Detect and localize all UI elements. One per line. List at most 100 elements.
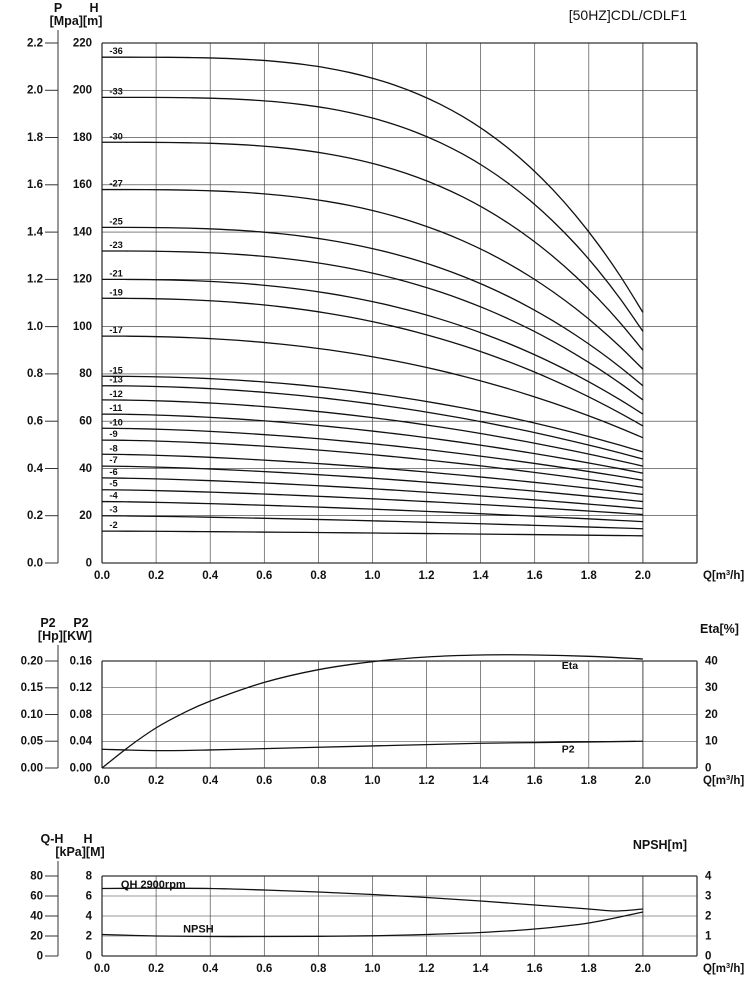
svg-text:0: 0 <box>86 557 92 569</box>
svg-text:20: 20 <box>30 930 43 942</box>
svg-text:1.6: 1.6 <box>27 179 43 191</box>
svg-text:160: 160 <box>73 179 92 191</box>
svg-text:0: 0 <box>37 950 43 962</box>
svg-text:40: 40 <box>30 910 43 922</box>
svg-text:20: 20 <box>705 709 718 721</box>
svg-text:1.0: 1.0 <box>365 775 381 787</box>
svg-text:-3: -3 <box>109 505 117 515</box>
svg-text:0.0: 0.0 <box>94 570 110 582</box>
svg-text:1.0: 1.0 <box>365 570 381 582</box>
svg-text:180: 180 <box>73 132 92 144</box>
svg-text:10: 10 <box>705 736 718 748</box>
svg-text:Q[m3/h]: Q[m3/h] <box>703 773 744 788</box>
svg-text:NPSH: NPSH <box>183 924 214 936</box>
svg-text:[Mpa][m]: [Mpa][m] <box>50 14 103 28</box>
svg-text:60: 60 <box>79 416 92 428</box>
svg-text:40: 40 <box>705 655 718 667</box>
svg-text:-5: -5 <box>109 479 117 489</box>
svg-text:1.8: 1.8 <box>581 963 598 975</box>
svg-text:-19: -19 <box>109 287 122 297</box>
svg-text:-30: -30 <box>109 131 122 141</box>
svg-text:0.8: 0.8 <box>27 368 44 380</box>
svg-text:-25: -25 <box>109 216 122 226</box>
svg-text:140: 140 <box>73 226 92 238</box>
svg-text:20: 20 <box>79 510 92 522</box>
svg-text:0.2: 0.2 <box>27 510 43 522</box>
svg-text:Q-H: Q-H <box>41 832 64 846</box>
svg-text:2.0: 2.0 <box>635 775 651 787</box>
svg-text:QH 2900rpm: QH 2900rpm <box>121 879 186 891</box>
svg-text:2.2: 2.2 <box>27 37 43 49</box>
svg-text:0.4: 0.4 <box>27 463 44 475</box>
svg-text:0.00: 0.00 <box>21 762 43 774</box>
svg-text:-7: -7 <box>109 455 117 465</box>
svg-text:Q[m3/h]: Q[m3/h] <box>703 568 744 583</box>
svg-text:1.8: 1.8 <box>581 570 598 582</box>
svg-text:0.12: 0.12 <box>70 682 92 694</box>
svg-text:0.8: 0.8 <box>310 963 327 975</box>
svg-text:0.8: 0.8 <box>310 775 327 787</box>
svg-text:1.0: 1.0 <box>27 321 43 333</box>
svg-text:2: 2 <box>86 930 92 942</box>
svg-text:200: 200 <box>73 85 92 97</box>
svg-text:-12: -12 <box>109 389 122 399</box>
svg-text:0.6: 0.6 <box>256 963 272 975</box>
svg-text:[Hp][KW]: [Hp][KW] <box>38 629 92 643</box>
svg-text:60: 60 <box>30 890 43 902</box>
svg-text:1.6: 1.6 <box>527 775 543 787</box>
svg-text:8: 8 <box>86 870 93 882</box>
svg-text:40: 40 <box>79 463 92 475</box>
svg-text:0.6: 0.6 <box>256 570 272 582</box>
svg-text:1.4: 1.4 <box>27 226 44 238</box>
svg-text:Q[m3/h]: Q[m3/h] <box>703 961 744 976</box>
svg-text:2.0: 2.0 <box>635 570 651 582</box>
svg-text:4: 4 <box>86 910 93 922</box>
svg-text:3: 3 <box>705 890 711 902</box>
svg-text:NPSH[m]: NPSH[m] <box>633 838 687 852</box>
svg-text:1.4: 1.4 <box>473 570 490 582</box>
svg-text:0.16: 0.16 <box>70 655 92 667</box>
svg-text:100: 100 <box>73 321 92 333</box>
svg-text:1.4: 1.4 <box>473 963 490 975</box>
svg-text:0.20: 0.20 <box>21 655 43 667</box>
svg-text:0.4: 0.4 <box>202 570 219 582</box>
svg-text:220: 220 <box>73 37 92 49</box>
svg-text:-8: -8 <box>109 443 117 453</box>
svg-text:-33: -33 <box>109 86 122 96</box>
svg-text:P2: P2 <box>73 616 88 630</box>
svg-text:-13: -13 <box>109 375 122 385</box>
svg-text:1.8: 1.8 <box>581 775 598 787</box>
svg-text:-10: -10 <box>109 417 122 427</box>
svg-text:-23: -23 <box>109 240 122 250</box>
svg-text:H: H <box>83 832 92 846</box>
svg-text:-6: -6 <box>109 467 117 477</box>
svg-text:0.08: 0.08 <box>70 709 93 721</box>
svg-text:120: 120 <box>73 274 92 286</box>
svg-text:1: 1 <box>705 930 712 942</box>
svg-text:Eta: Eta <box>562 660 579 672</box>
svg-text:1.4: 1.4 <box>473 775 490 787</box>
svg-text:[kPa][M]: [kPa][M] <box>55 845 104 859</box>
svg-text:30: 30 <box>705 682 718 694</box>
svg-text:0: 0 <box>705 762 711 774</box>
svg-text:0.15: 0.15 <box>21 682 44 694</box>
svg-text:1.6: 1.6 <box>527 963 543 975</box>
svg-text:0: 0 <box>705 950 711 962</box>
svg-text:0.05: 0.05 <box>21 736 44 748</box>
svg-text:-4: -4 <box>109 491 118 501</box>
svg-text:2: 2 <box>705 910 711 922</box>
svg-text:-36: -36 <box>109 46 122 56</box>
svg-text:1.2: 1.2 <box>27 274 43 286</box>
svg-text:1.2: 1.2 <box>419 570 435 582</box>
svg-text:80: 80 <box>79 368 92 380</box>
svg-text:0.10: 0.10 <box>21 709 43 721</box>
svg-text:0.2: 0.2 <box>148 775 164 787</box>
svg-text:2.0: 2.0 <box>635 963 651 975</box>
svg-text:6: 6 <box>86 890 92 902</box>
svg-text:0.2: 0.2 <box>148 963 164 975</box>
svg-text:0.0: 0.0 <box>94 775 110 787</box>
svg-text:[50HZ]CDL/CDLF1: [50HZ]CDL/CDLF1 <box>569 7 687 23</box>
svg-text:P: P <box>54 1 62 15</box>
svg-text:1.0: 1.0 <box>365 963 381 975</box>
svg-text:-11: -11 <box>109 403 122 413</box>
